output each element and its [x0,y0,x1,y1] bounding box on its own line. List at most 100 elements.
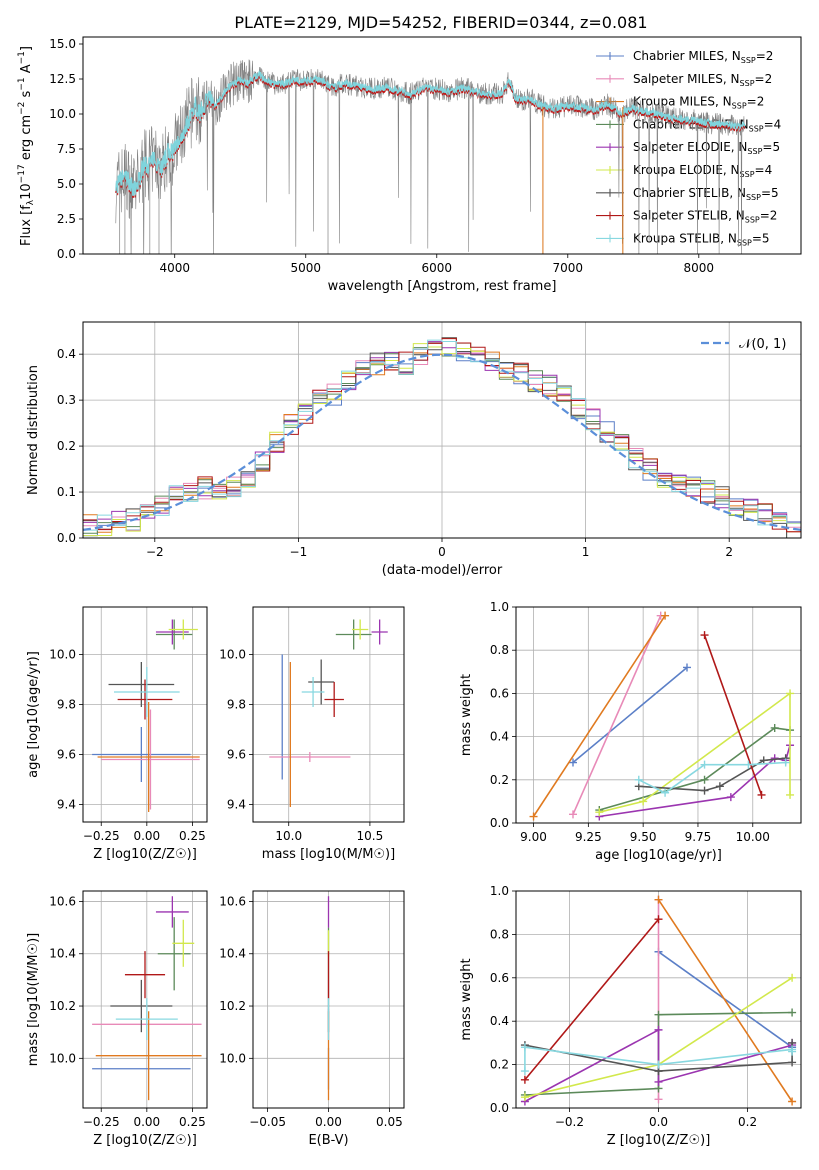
y-tick-label: 10.0 [49,1051,76,1065]
legend-entry: Salpeter ELODIE, NSSP=5 [596,140,780,156]
y-tick-label: 1.0 [490,600,509,614]
axes-frame [252,890,405,1109]
weight-series-5 [599,691,791,813]
y-tick-label: 7.5 [57,142,76,156]
weight-marker [700,786,709,795]
y-tick-label: 9.6 [57,748,76,762]
plot-area [92,896,202,1101]
residuals-legend: 𝒩(0, 1) [701,337,786,352]
weight-marker [770,754,779,763]
x-axis-label: wavelength [Angstrom, rest frame] [328,279,557,294]
weight-marker [654,1095,663,1104]
x-tick-label: 0.25 [179,829,206,843]
x-tick-label: −0.25 [83,1115,120,1129]
y-tick-label: 0.2 [57,439,76,453]
legend-label: Salpeter MILES, NSSP=2 [633,72,772,88]
errorbar-point [115,998,178,1041]
y-tick-label: 0.1 [57,485,76,499]
y-tick-label: 1.0 [490,884,509,898]
x-tick-label: 2 [725,545,733,559]
errorbar-point [101,709,200,810]
y-tick-label: 0.6 [490,971,509,985]
x-tick-label: −0.05 [249,1115,286,1129]
x-tick-label: 0.0 [649,1115,668,1129]
errorbar-point [110,979,173,1033]
histogram-series-8 [83,339,801,538]
axes-frame [82,606,208,823]
x-tick-label: 5000 [290,261,321,275]
x-tick-label: 10.0 [275,829,302,843]
panel-z-vs-mass: −0.25 0.00 0.25 10.0 10.2 10.4 10.6 Z [log10(Z/… [26,890,208,1148]
weight-series-7 [703,634,763,796]
weight-marker [683,663,691,672]
errorbar-point [95,1011,202,1101]
x-tick-label: 0.00 [315,1115,342,1129]
legend-label: 𝒩(0, 1) [739,337,786,352]
errorbar-point [301,677,325,707]
legend-label: Kroupa ELODIE, NSSP=4 [633,163,772,179]
errorbar-point [269,752,351,762]
y-tick-label: 10.0 [219,1051,246,1065]
weight-marker [788,1008,797,1017]
weight-marker [520,1067,529,1076]
x-tick-label: 0.00 [133,829,160,843]
weight-marker [661,611,670,620]
weight-marker [654,1077,663,1086]
weight-series-0 [572,666,688,764]
weight-marker [569,810,577,819]
weight-series-7 [524,918,660,1081]
y-tick-label: 0.0 [57,247,76,261]
y-tick-label: 10.2 [219,999,246,1013]
weight-marker [520,1043,529,1052]
weight-marker [569,758,577,767]
y-axis-label: age [log10(age/yr)] [26,651,41,778]
weight-marker [786,790,795,799]
y-tick-label: 0.4 [57,347,76,361]
x-axis-label: age [log10(age/yr)] [595,848,722,863]
weight-marker [700,760,709,769]
x-tick-label: 9.75 [685,830,712,844]
weight-marker [726,793,735,802]
legend-entry: Salpeter STELIB, NSSP=2 [596,209,777,225]
errorbar-point [308,659,335,705]
weight-marker [781,758,790,767]
errorbar-point [97,702,200,812]
legend-entry: Salpeter MILES, NSSP=2 [596,72,772,88]
y-tick-label: 0.2 [490,1058,509,1072]
legend-entry: Kroupa MILES, NSSP=2 [596,95,764,111]
x-tick-label: 6000 [421,261,452,275]
errorbar-point [168,619,198,640]
plot-area [83,337,801,538]
x-tick-label: 8000 [684,261,715,275]
y-tick-label: 10.0 [219,648,246,662]
panel-z-vs-age: −0.25 0.00 0.25 9.4 9.6 9.8 10.0 Z [log10(Z/Z☉)… [26,606,208,862]
x-tick-label: 10.5 [357,829,384,843]
y-tick-label: 0.2 [490,773,509,787]
errorbar-point [324,682,344,717]
x-tick-label: 9.25 [575,830,602,844]
x-axis-label: Z [log10(Z/Z☉)] [93,847,197,862]
y-tick-label: 15.0 [49,37,76,51]
legend-label: Chabrier STELIB, NSSP=5 [633,186,779,202]
y-tick-label: 10.0 [49,648,76,662]
weight-series-1 [572,615,662,815]
y-tick-label: 9.4 [227,798,246,812]
weight-marker [700,631,709,640]
y-tick-label: 9.6 [227,748,246,762]
legend-entry: Kroupa ELODIE, NSSP=4 [596,163,772,179]
x-axis-label: Z [log10(Z/Z☉)] [607,1133,711,1148]
weight-marker [770,723,779,732]
y-tick-label: 0.0 [490,1101,509,1115]
weight-marker [529,812,538,821]
y-tick-label: 0.4 [490,1014,509,1028]
axes-frame [515,606,802,824]
plot-area [269,619,388,807]
y-tick-label: 0.4 [490,730,509,744]
x-tick-label: 9.00 [520,830,547,844]
weight-marker [788,973,797,982]
weight-marker [700,775,709,784]
weight-marker [520,1075,529,1084]
x-tick-label: 9.50 [630,830,657,844]
y-tick-label: 12.5 [49,72,76,86]
